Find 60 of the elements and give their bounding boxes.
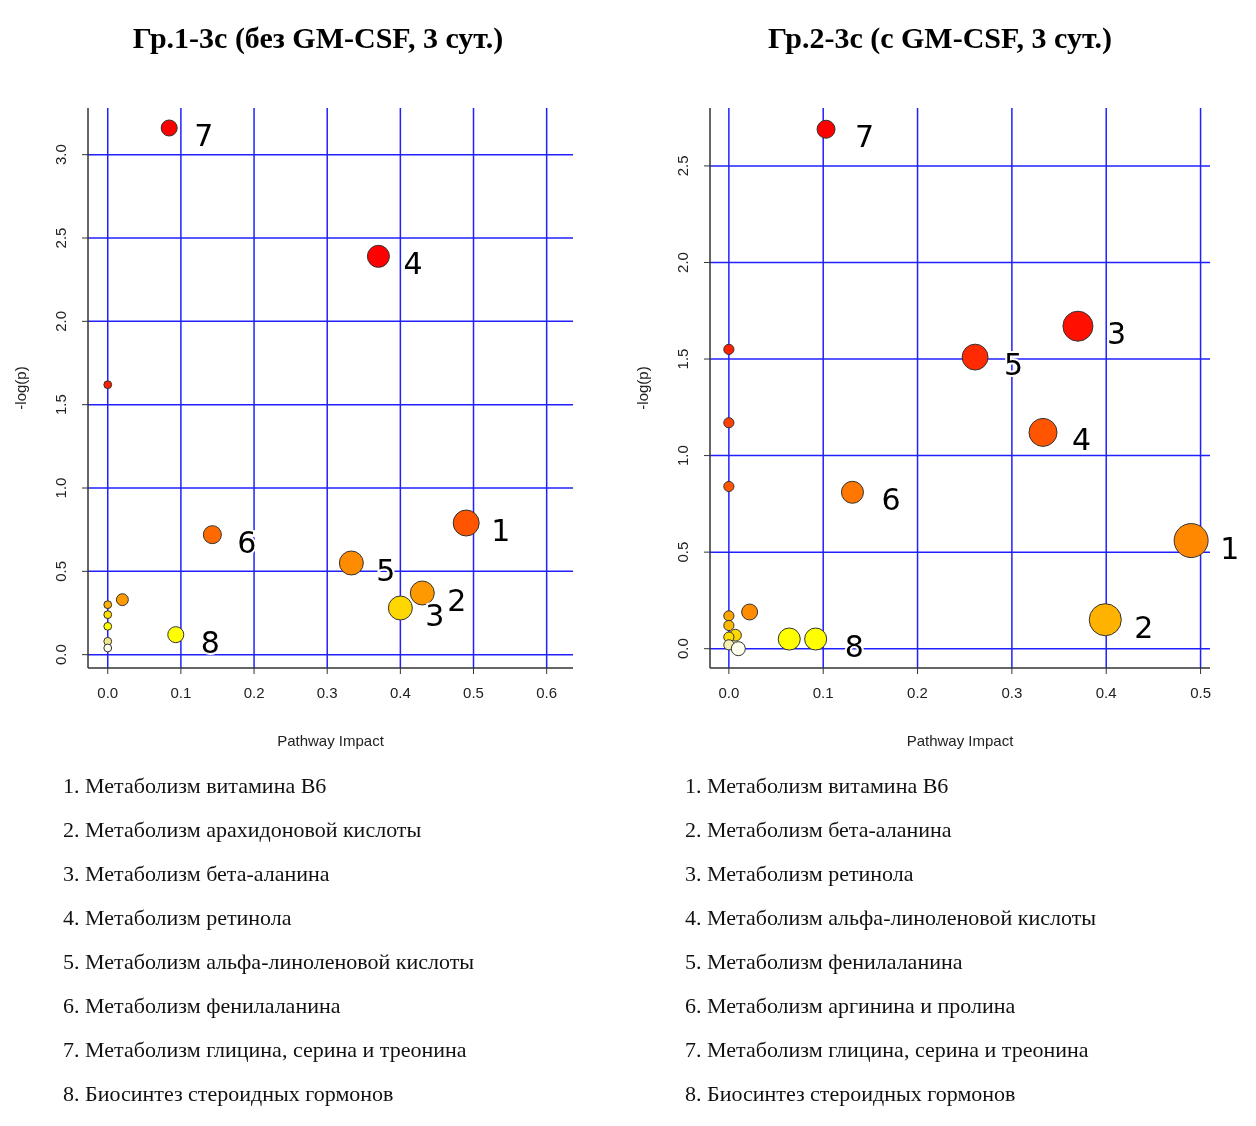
y-axis-title: -log(p) <box>634 366 651 410</box>
text: 7. Метаболизм глицина, серина и треонина <box>63 1037 467 1062</box>
x-tick-label: 0.0 <box>97 684 119 701</box>
y-tick-label: 2.5 <box>52 227 69 249</box>
x-tick-label: 0.4 <box>1095 684 1117 701</box>
annotation: 1 <box>1220 530 1240 566</box>
annotation: 6 <box>881 482 901 518</box>
y-tick-label: 1.0 <box>674 445 691 467</box>
x-tick-label: 0.5 <box>463 684 484 701</box>
text: 7. Метаболизм глицина, серина и треонина <box>685 1037 1089 1062</box>
text: 2. Метаболизм бета-аланина <box>685 817 952 842</box>
x-tick-label: 0.5 <box>1190 684 1211 701</box>
y-tick-label: 2.0 <box>52 310 69 332</box>
x-tick-label: 0.3 <box>316 684 338 701</box>
text: 1. Метаболизм витамина B6 <box>685 773 949 798</box>
x-tick-label: 0.2 <box>243 684 265 701</box>
text: 4. Метаболизм альфа-линоленовой кислоты <box>685 905 1097 930</box>
annotation: 4 <box>403 246 423 282</box>
annotation: 1 <box>491 513 511 548</box>
x-tick-label: 0.2 <box>907 684 928 701</box>
chart-title: Гр.1-3с (без GM-CSF, 3 сут.) <box>132 21 504 55</box>
y-tick-label: 0.0 <box>52 644 69 666</box>
text: 8. Биосинтез стероидных гормонов <box>63 1081 394 1106</box>
x-tick-label: 0.1 <box>170 684 192 701</box>
y-tick-label: 0.0 <box>674 638 691 660</box>
x-tick-label: 0.1 <box>812 684 834 701</box>
y-tick-label: 1.0 <box>52 477 69 499</box>
text: 4. Метаболизм ретинола <box>63 905 292 930</box>
text: 6. Метаболизм фенилаланина <box>63 993 341 1018</box>
text: 5. Метаболизм фенилаланина <box>685 949 963 974</box>
y-tick-label: 2.0 <box>674 252 691 273</box>
x-tick-label: 0.4 <box>389 684 411 701</box>
text: 8. Биосинтез стероидных гормонов <box>685 1081 1016 1106</box>
x-axis-title: Pathway Impact <box>277 732 385 749</box>
text: 6. Метаболизм аргинина и пролина <box>685 993 1016 1018</box>
text: 2. Метаболизм арахидоновой кислоты <box>63 817 422 842</box>
annotation: 3 <box>1106 316 1127 352</box>
annotation: 3 <box>425 598 445 633</box>
annotation: 2 <box>1134 609 1154 645</box>
y-tick-label: 2.5 <box>674 155 691 177</box>
chart-title: Гр.2-3с (с GM-CSF, 3 сут.) <box>768 21 1112 55</box>
text: 5. Метаболизм альфа-линоленовой кислоты <box>63 949 475 974</box>
text: 3. Метаболизм ретинола <box>685 861 914 886</box>
y-tick-label: 0.5 <box>52 560 69 582</box>
text: 3. Метаболизм бета-аланина <box>63 861 330 886</box>
annotation: 2 <box>447 583 467 618</box>
annotation: 7 <box>855 119 875 155</box>
y-tick-label: 1.5 <box>52 394 69 416</box>
x-axis-title: Pathway Impact <box>906 732 1015 749</box>
y-axis-title: -log(p) <box>12 366 29 410</box>
y-tick-label: 1.5 <box>674 348 691 370</box>
x-tick-label: 0.3 <box>1001 684 1023 701</box>
y-tick-label: 3.0 <box>52 144 69 166</box>
annotation: 4 <box>1072 422 1092 458</box>
x-tick-label: 0.0 <box>718 684 740 701</box>
text: 1. Метаболизм витамина B6 <box>63 773 327 798</box>
annotation: 7 <box>194 118 214 153</box>
annotation: 8 <box>200 624 220 660</box>
y-tick-label: 0.5 <box>674 541 691 563</box>
x-tick-label: 0.6 <box>536 684 558 701</box>
